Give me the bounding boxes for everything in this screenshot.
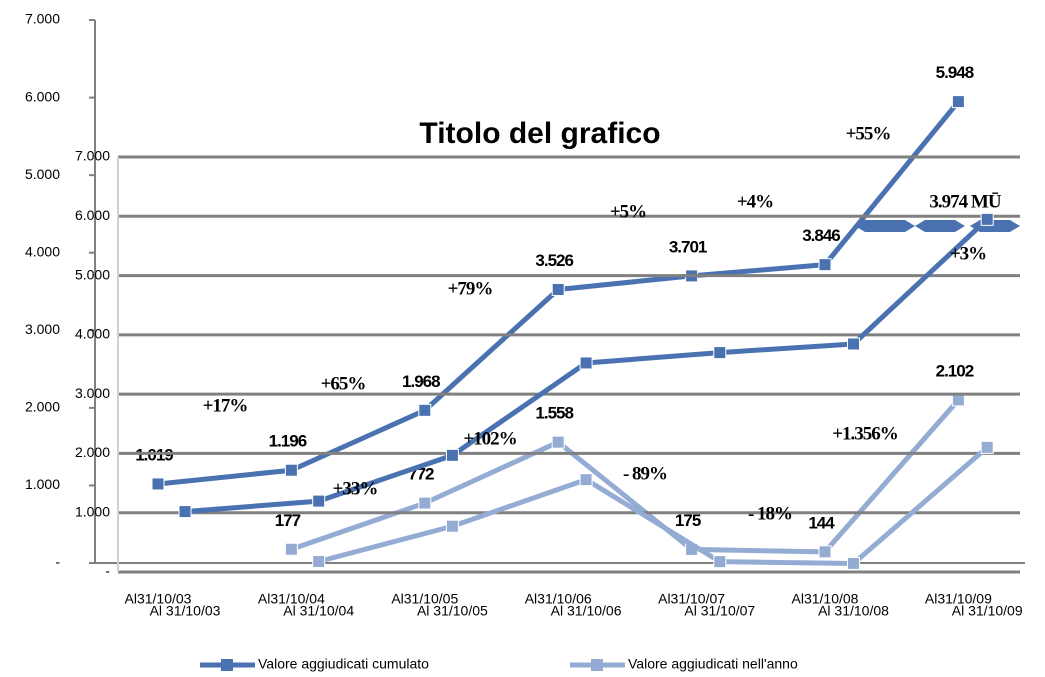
y-tick-label: 7.000 [25,11,60,27]
annotation: +33% [333,478,378,499]
marker [418,496,432,510]
marker [579,473,593,487]
y-tick-label: - [105,563,110,579]
marker [178,505,192,519]
annotation: +17% [203,395,248,416]
marker [445,448,459,462]
y-tick-label: 3.000 [25,321,60,337]
marker [445,519,459,533]
legend-label: Valore aggiudicati cumulato [258,656,429,672]
annotation: +5% [610,201,646,222]
x-tick-label: Al 31/10/09 [952,603,1023,619]
marker [418,403,432,417]
marker [551,435,565,449]
chart-title: Titolo del grafico [419,117,660,150]
data-label: 5.948 [936,63,974,82]
marker [312,494,326,508]
data-label: 3.846 [802,226,840,245]
x-tick-label: Al31/10/05 [391,591,458,607]
y-tick-label: 4.000 [25,243,60,259]
y-tick-label: 1.000 [75,503,110,519]
y-tick-label: - [55,554,60,570]
series-line [290,398,961,555]
y-tick-label: 7.000 [75,148,110,164]
marker [818,258,832,272]
y-tick-label: 4.000 [75,326,110,342]
data-label: 3.701 [669,237,707,256]
annotation: +1.356% [832,423,898,444]
x-tick-label: Al31/10/09 [925,591,992,607]
x-tick-label: Al 31/10/03 [150,603,221,619]
marker [713,346,727,360]
annotation: +102% [463,428,516,449]
annotation: +4% [737,191,773,212]
data-label: 3.526 [535,251,573,270]
y-tick-label: 3.000 [75,385,110,401]
marker [980,440,994,454]
marker [818,545,832,559]
y-tick-label: 5.000 [75,266,110,282]
x-tick-label: Al 31/10/05 [417,603,488,619]
data-label: 175 [675,511,701,530]
marker [951,393,965,407]
marker [951,95,965,109]
data-label: 1.019 [135,445,173,464]
marker [980,212,994,226]
data-label: 177 [275,511,301,530]
legend-marker [221,659,233,671]
x-tick-label: Al 31/10/08 [818,603,889,619]
marker [847,556,860,570]
marker [579,356,593,370]
annotation: +55% [846,123,891,144]
y-tick-label: 2.000 [75,444,110,460]
data-label: 2.102 [936,361,974,380]
y-tick-label: 1.000 [25,476,60,492]
x-tick-label: Al31/10/03 [125,591,192,607]
arrow-decoration [855,220,1020,232]
annotation: - 18% [748,503,792,524]
x-tick-label: Al31/10/04 [258,591,325,607]
legend-marker [591,659,603,671]
annotation: 3.974 MŪ [929,191,1001,212]
x-tick-label: Al 31/10/06 [551,603,622,619]
y-tick-label: 2.000 [25,399,60,415]
marker [312,555,326,569]
y-tick-label: 5.000 [25,166,60,182]
x-tick-label: Al 31/10/07 [684,603,755,619]
data-label: 144 [808,513,835,532]
annotation: +65% [321,373,366,394]
data-label: 1.196 [269,432,307,451]
y-tick-label: 6.000 [25,88,60,104]
marker [713,555,727,569]
x-tick-label: Al 31/10/04 [283,603,354,619]
marker [284,463,298,477]
annotation: - 89% [623,463,667,484]
marker [151,477,165,491]
x-tick-label: Al31/10/06 [525,591,592,607]
marker [847,337,860,351]
annotation: +3% [950,243,986,264]
marker [284,542,298,556]
x-tick-label: Al31/10/07 [658,591,725,607]
series-line [318,445,989,566]
y-tick-label: 6.000 [75,207,110,223]
data-label: 1.968 [402,372,440,391]
marker [551,282,565,296]
legend-label: Valore aggiudicati nell'anno [628,656,798,672]
x-tick-label: Al31/10/08 [792,591,859,607]
data-label: 1.558 [535,404,573,423]
annotation: +79% [448,278,493,299]
